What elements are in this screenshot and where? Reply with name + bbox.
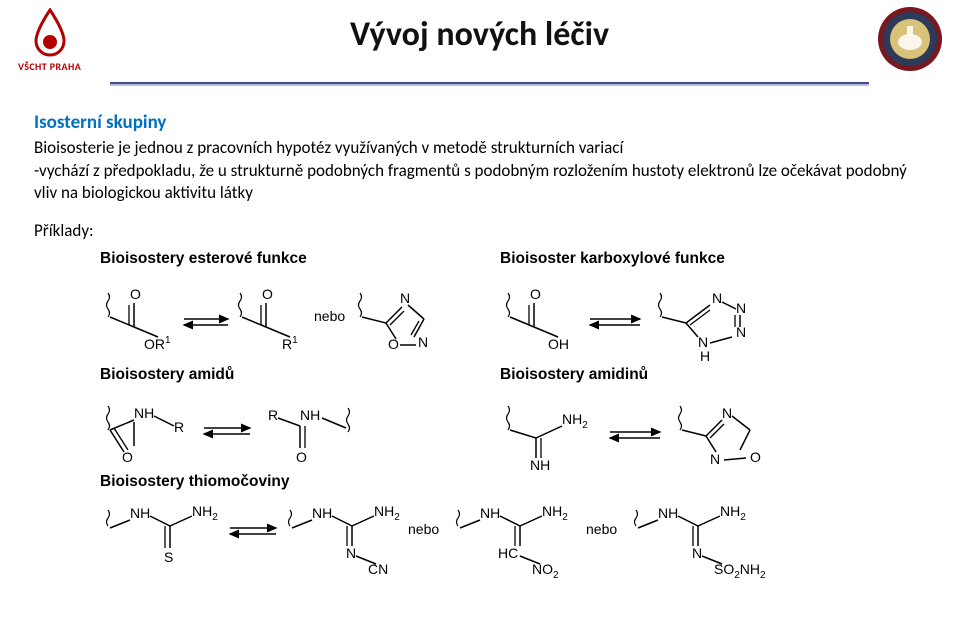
svg-text:N: N bbox=[712, 290, 722, 306]
svg-text:N: N bbox=[736, 300, 746, 316]
group-1-heading: Bioisostery esterové funkce bbox=[100, 249, 500, 269]
intro-line-1: Bioisosterie je jednou z pracovních hypo… bbox=[34, 137, 925, 159]
svg-text:N: N bbox=[418, 334, 428, 350]
group-5-structures: NH NH2 S NH NH2 bbox=[100, 498, 860, 580]
svg-text:NH2: NH2 bbox=[562, 411, 588, 431]
svg-text:R: R bbox=[174, 419, 184, 435]
group-1-structures: O OR1 O R1 nebo bbox=[100, 275, 460, 353]
chemistry-grid: Bioisostery esterové funkce O OR1 bbox=[100, 249, 925, 580]
svg-text:S: S bbox=[164, 549, 173, 565]
svg-text:NH2: NH2 bbox=[374, 503, 400, 523]
group-4-heading: Bioisostery amidinů bbox=[500, 365, 880, 385]
group-2-heading: Bioisoster karboxylové funkce bbox=[500, 249, 880, 269]
svg-text:N: N bbox=[346, 545, 356, 561]
school-label: VŠCHT PRAHA bbox=[18, 60, 81, 73]
svg-text:O: O bbox=[388, 336, 399, 352]
content-region: Isosterní skupiny Bioisosterie je jednou… bbox=[34, 110, 925, 580]
svg-text:O: O bbox=[530, 286, 541, 302]
svg-text:NH: NH bbox=[312, 505, 332, 521]
svg-text:N: N bbox=[722, 405, 732, 421]
svg-text:nebo: nebo bbox=[408, 521, 439, 537]
svg-text:NH: NH bbox=[134, 405, 154, 421]
svg-text:NH: NH bbox=[300, 407, 320, 423]
examples-label: Příklady: bbox=[34, 220, 925, 242]
section-heading: Isosterní skupiny bbox=[34, 110, 925, 135]
svg-text:H: H bbox=[700, 348, 710, 363]
svg-text:OR1: OR1 bbox=[144, 335, 171, 352]
svg-text:N: N bbox=[736, 324, 746, 340]
group-4-structures: NH2 NH N O N bbox=[500, 392, 820, 470]
svg-text:R1: R1 bbox=[282, 335, 298, 352]
svg-text:N: N bbox=[710, 451, 720, 467]
group-2-structures: O OH N N N N bbox=[500, 275, 830, 363]
title-rule bbox=[110, 82, 869, 86]
svg-text:CN: CN bbox=[368, 561, 388, 577]
svg-text:HC: HC bbox=[498, 545, 518, 561]
page-title: Vývoj nových léčiv bbox=[0, 14, 959, 55]
intro-line-2: -vychází z předpokladu, že u strukturně … bbox=[34, 160, 925, 205]
svg-text:N: N bbox=[692, 545, 702, 561]
svg-text:nebo: nebo bbox=[314, 308, 345, 324]
svg-text:NH: NH bbox=[530, 457, 550, 470]
svg-text:N: N bbox=[400, 290, 410, 306]
svg-text:NH: NH bbox=[658, 505, 678, 521]
svg-text:SO2NH2: SO2NH2 bbox=[714, 561, 766, 580]
svg-text:O: O bbox=[296, 449, 307, 465]
svg-text:NH2: NH2 bbox=[542, 503, 568, 523]
svg-text:O: O bbox=[262, 286, 273, 302]
group-3-structures: NH R O R NH bbox=[100, 392, 400, 470]
svg-text:OH: OH bbox=[548, 336, 569, 352]
svg-text:O: O bbox=[130, 286, 141, 302]
group-3-heading: Bioisostery amidů bbox=[100, 365, 500, 385]
group-5-heading: Bioisostery thiomočoviny bbox=[100, 472, 880, 492]
svg-text:NO2: NO2 bbox=[532, 561, 559, 580]
svg-text:R: R bbox=[268, 407, 278, 423]
svg-text:NH2: NH2 bbox=[192, 503, 218, 523]
svg-text:NH2: NH2 bbox=[720, 503, 746, 523]
svg-text:O: O bbox=[750, 449, 761, 465]
svg-text:NH: NH bbox=[130, 505, 150, 521]
svg-text:nebo: nebo bbox=[586, 521, 617, 537]
svg-text:NH: NH bbox=[480, 505, 500, 521]
